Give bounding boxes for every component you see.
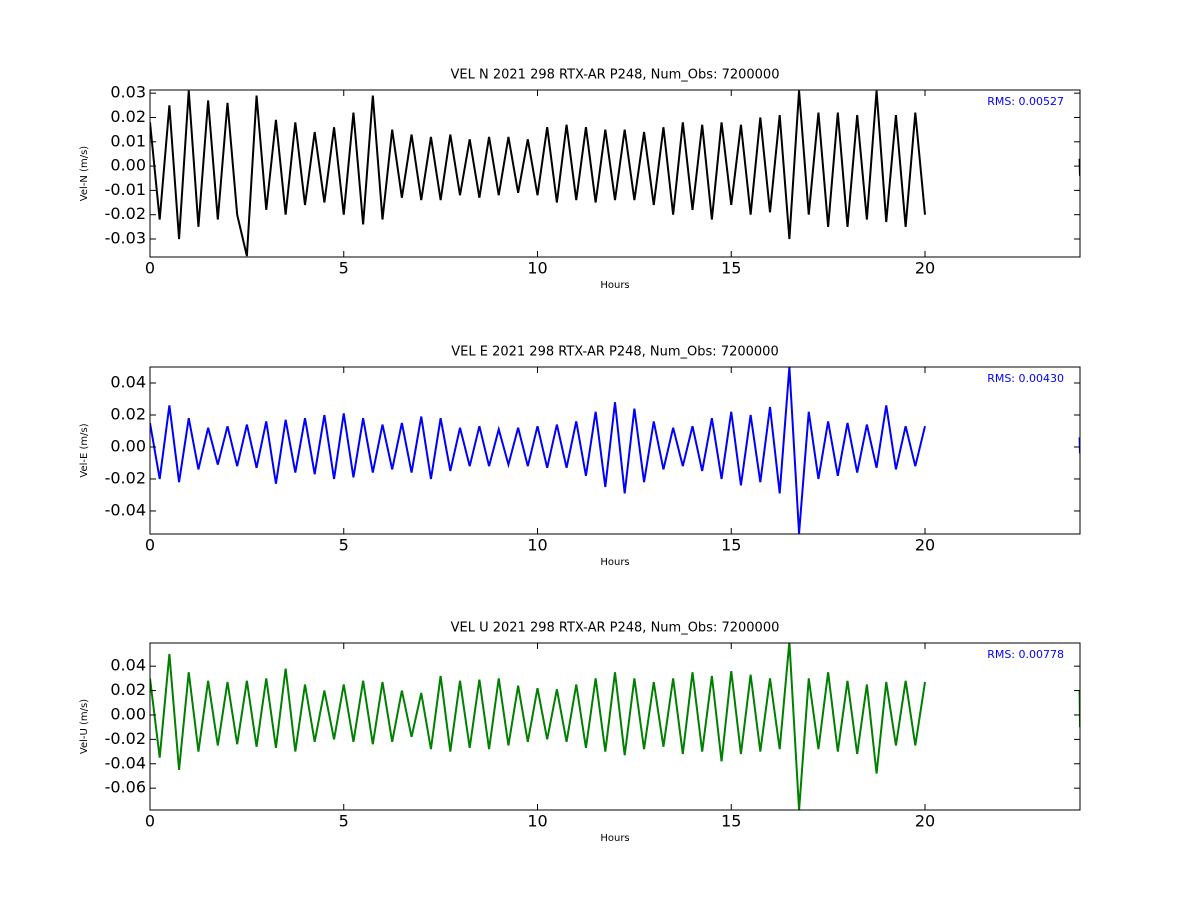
x-tick-label: 5 bbox=[339, 536, 349, 555]
x-tick-label: 20 bbox=[915, 536, 935, 555]
y-tick-label: 0.03 bbox=[110, 83, 146, 102]
y-tick-label: -0.04 bbox=[105, 500, 146, 519]
axes-frame bbox=[149, 89, 1081, 258]
x-tick-label: 20 bbox=[915, 259, 935, 278]
subplot: VEL U 2021 298 RTX-AR P248, Num_Obs: 720… bbox=[79, 621, 1081, 844]
x-axis-label: Hours bbox=[600, 557, 629, 568]
axes-frame bbox=[149, 366, 1081, 535]
rms-annotation: RMS: 0.00778 bbox=[987, 648, 1064, 661]
y-tick-label: 0.02 bbox=[110, 680, 146, 699]
y-axis-label: Vel-U (m/s) bbox=[79, 699, 90, 754]
y-tick-label: -0.02 bbox=[105, 729, 146, 748]
data-line bbox=[150, 90, 1080, 257]
x-tick-label: 0 bbox=[145, 536, 155, 555]
x-tick-label: 5 bbox=[339, 812, 349, 831]
x-tick-label: 0 bbox=[145, 259, 155, 278]
x-axis-label: Hours bbox=[600, 833, 629, 844]
y-tick-label: 0.00 bbox=[110, 436, 146, 455]
rms-annotation: RMS: 0.00527 bbox=[987, 95, 1064, 108]
y-tick-label: 0.04 bbox=[110, 656, 146, 675]
y-tick-label: -0.01 bbox=[105, 180, 146, 199]
x-tick-label: 15 bbox=[721, 536, 741, 555]
data-line bbox=[150, 643, 1080, 810]
axes-frame bbox=[149, 642, 1081, 811]
x-tick-label: 10 bbox=[527, 259, 547, 278]
y-tick-label: 0.02 bbox=[110, 404, 146, 423]
subplot-title: VEL E 2021 298 RTX-AR P248, Num_Obs: 720… bbox=[451, 345, 778, 360]
y-tick-label: -0.04 bbox=[105, 753, 146, 772]
x-tick-label: 15 bbox=[721, 259, 741, 278]
x-tick-label: 15 bbox=[721, 812, 741, 831]
subplot-title: VEL U 2021 298 RTX-AR P248, Num_Obs: 720… bbox=[451, 621, 780, 636]
subplot: VEL N 2021 298 RTX-AR P248, Num_Obs: 720… bbox=[79, 68, 1081, 291]
x-tick-label: 10 bbox=[527, 812, 547, 831]
y-tick-label: 0.00 bbox=[110, 704, 146, 723]
y-tick-label: 0.02 bbox=[110, 107, 146, 126]
x-tick-label: 20 bbox=[915, 812, 935, 831]
y-tick-label: -0.02 bbox=[105, 204, 146, 223]
y-axis-label: Vel-E (m/s) bbox=[79, 423, 90, 477]
data-line bbox=[150, 367, 1080, 534]
x-tick-label: 5 bbox=[339, 259, 349, 278]
y-tick-label: 0.00 bbox=[110, 156, 146, 175]
rms-annotation: RMS: 0.00430 bbox=[987, 372, 1064, 385]
x-tick-label: 10 bbox=[527, 536, 547, 555]
y-tick-label: 0.01 bbox=[110, 131, 146, 150]
y-axis-label: Vel-N (m/s) bbox=[79, 146, 90, 201]
y-tick-label: -0.02 bbox=[105, 468, 146, 487]
y-tick-label: -0.03 bbox=[105, 229, 146, 248]
x-axis-label: Hours bbox=[600, 280, 629, 291]
subplot: VEL E 2021 298 RTX-AR P248, Num_Obs: 720… bbox=[79, 345, 1081, 568]
x-tick-label: 0 bbox=[145, 812, 155, 831]
y-tick-label: 0.04 bbox=[110, 372, 146, 391]
subplot-title: VEL N 2021 298 RTX-AR P248, Num_Obs: 720… bbox=[451, 68, 780, 83]
y-tick-label: -0.06 bbox=[105, 778, 146, 797]
